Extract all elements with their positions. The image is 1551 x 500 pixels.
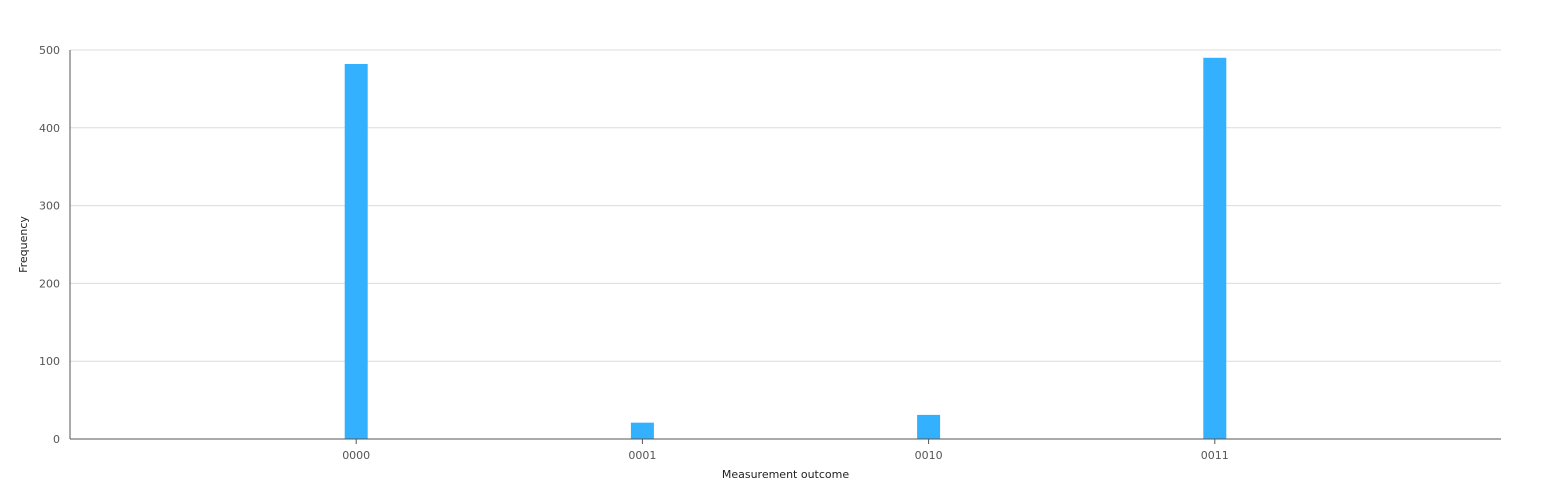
x-tick-labels: 0000 0001 0010 0011 [342, 449, 1229, 462]
bar-0001[interactable] [630, 422, 654, 439]
gridlines [70, 49, 1501, 362]
y-tick-label: 100 [39, 355, 60, 368]
x-tick-label: 0011 [1201, 449, 1229, 462]
y-tick-labels: 0 100 200 300 400 500 [39, 44, 60, 446]
y-tick-label: 500 [39, 44, 60, 57]
axes [69, 50, 1501, 444]
bars [344, 57, 1227, 439]
x-tick-label: 0010 [915, 449, 943, 462]
bar-0011[interactable] [1203, 57, 1227, 439]
y-tick-label: 400 [39, 122, 60, 135]
y-tick-label: 0 [53, 433, 60, 446]
x-tick-label: 0000 [342, 449, 370, 462]
y-tick-label: 300 [39, 200, 60, 213]
x-axis-title: Measurement outcome [722, 468, 850, 481]
bar-0010[interactable] [917, 414, 941, 439]
bar-0000[interactable] [344, 64, 368, 439]
x-tick-label: 0001 [628, 449, 656, 462]
y-tick-label: 200 [39, 277, 60, 290]
y-axis-title: Frequency [17, 216, 30, 273]
